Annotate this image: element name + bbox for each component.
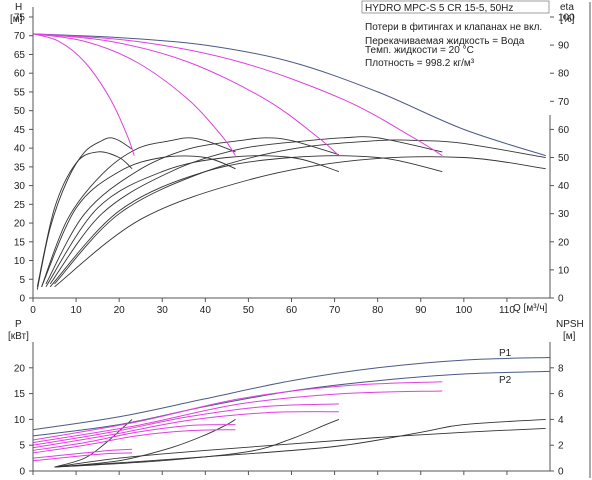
x-axis-label: Q [м³/ч] [513, 303, 548, 314]
top-right-axis-unit: [%] [560, 14, 575, 25]
npsh-curve-2 [54, 418, 546, 468]
power-curve-5 [32, 403, 339, 446]
head-tick-label: 70 [14, 31, 26, 42]
head-tick-label: 15 [14, 237, 26, 248]
eta-tick-label: 50 [558, 153, 570, 164]
head-tick-label: 10 [14, 256, 26, 267]
efficiency-curve-2 [41, 137, 236, 287]
efficiency-curve-1 [36, 137, 133, 290]
efficiency-curve-10 [54, 156, 546, 288]
power-tick-label: 10 [14, 415, 26, 426]
power-tick-label: 0 [19, 467, 25, 478]
power-tick-label: 5 [19, 441, 25, 452]
bottom-right-axis-name: NPSH [556, 319, 584, 330]
head-curve-4 [32, 33, 340, 156]
npsh-curve-1 [54, 427, 546, 468]
efficiency-curve-7 [41, 155, 236, 287]
ticks-layer: 0 10 20 30 40 50 60 70 80 90 100 110051015202530354… [14, 13, 575, 478]
efficiency-curve-6 [36, 151, 133, 287]
power-tick-label: 20 [14, 363, 26, 374]
power-curve-4 [32, 390, 443, 444]
x-tick-label: 30 [157, 305, 169, 316]
eta-tick-label: 20 [558, 237, 570, 248]
annotation-density: Плотность = 998.2 кг/м³ [365, 58, 475, 69]
head-tick-label: 65 [14, 50, 26, 61]
head-tick-label: 60 [14, 69, 26, 80]
efficiency-curve-3 [45, 137, 340, 285]
annotation-liquid: Перекачиваемая жидкость = Вода [365, 36, 525, 47]
npsh-tick-label: 4 [558, 415, 564, 426]
x-tick-label: 0 [30, 305, 36, 316]
p1-series-label: P1 [499, 348, 512, 359]
npsh-tick-label: 0 [558, 467, 564, 478]
x-tick-label: 100 [455, 305, 472, 316]
eta-tick-label: 40 [558, 181, 570, 192]
x-tick-label: 20 [114, 305, 126, 316]
eta-tick-label: 60 [558, 125, 570, 136]
head-curve-3 [32, 33, 236, 156]
x-tick-label: 50 [243, 305, 255, 316]
eta-tick-label: 0 [558, 294, 564, 305]
x-tick-label: 80 [372, 305, 384, 316]
head-tick-label: 40 [14, 144, 26, 155]
bottom-right-axis-unit: [м] [563, 331, 576, 342]
head-tick-label: 55 [14, 87, 26, 98]
power-curve-10 [32, 452, 133, 462]
x-tick-label: 70 [329, 305, 341, 316]
bottom-left-axis-unit: [кВт] [8, 331, 29, 342]
x-tick-label: 110 [499, 305, 515, 316]
x-tick-label: 90 [415, 305, 427, 316]
npsh-curve-3 [54, 418, 340, 468]
efficiency-curve-4 [49, 136, 443, 285]
x-tick-label: 40 [200, 305, 212, 316]
annotation-temperature: Темп. жидкости = 20 °C [365, 45, 474, 56]
chart-title: HYDRO MPC-S 5 CR 15-5, 50Hz [365, 3, 513, 14]
eta-tick-label: 70 [558, 97, 570, 108]
top-left-axis-unit: [м] [10, 14, 23, 25]
head-tick-label: 30 [14, 181, 26, 192]
top-left-axis-name: H [15, 2, 22, 13]
npsh-tick-label: 6 [558, 389, 564, 400]
head-curve-5 [32, 33, 443, 157]
axes-layer [32, 0, 591, 478]
eta-tick-label: 30 [558, 209, 570, 220]
head-tick-label: 25 [14, 200, 26, 211]
eta-tick-label: 100 [558, 13, 575, 24]
x-tick-label: 60 [286, 305, 298, 316]
efficiency-curve-9 [49, 155, 443, 288]
x-tick-label: 10 [71, 305, 83, 316]
power-curve-p1 [32, 357, 551, 431]
head-curve-2 [32, 33, 135, 156]
annotation-losses: Потери в фитингах и клапанах не вкл. [365, 21, 542, 33]
head-tick-label: 50 [14, 106, 26, 117]
curves-layer [32, 33, 551, 468]
top-right-axis-name: eta [560, 2, 574, 13]
npsh-tick-label: 2 [558, 441, 564, 452]
power-curve-9 [32, 448, 133, 459]
head-tick-label: 75 [14, 13, 26, 24]
npsh-tick-label: 8 [558, 363, 564, 374]
power-curve-6 [32, 411, 339, 449]
head-tick-label: 5 [19, 275, 25, 286]
eta-tick-label: 10 [558, 265, 570, 276]
power-curve-7 [32, 424, 236, 451]
power-curve-8 [32, 429, 236, 454]
eta-tick-label: 80 [558, 69, 570, 80]
power-curve-3 [32, 381, 443, 441]
power-tick-label: 15 [14, 389, 26, 400]
head-tick-label: 45 [14, 125, 26, 136]
title-box [361, 0, 550, 14]
head-tick-label: 20 [14, 219, 26, 230]
head-tick-label: 35 [14, 162, 26, 173]
head-tick-label: 0 [19, 294, 25, 305]
head-curve-1 [32, 33, 546, 157]
efficiency-curve-5 [54, 139, 546, 285]
p2-series-label: P2 [499, 375, 512, 386]
bottom-left-axis-name: P [15, 319, 22, 330]
eta-tick-label: 90 [558, 41, 570, 52]
